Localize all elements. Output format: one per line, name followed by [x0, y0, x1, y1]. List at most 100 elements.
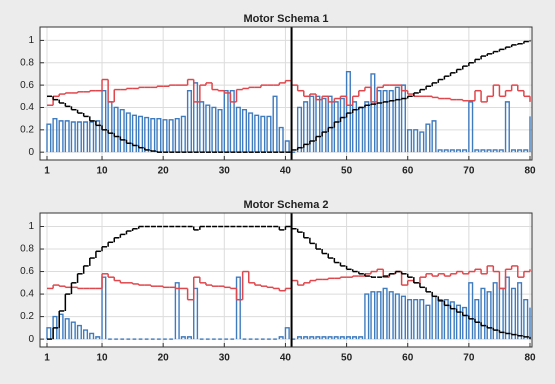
pulse: [333, 336, 339, 340]
y-tick-label: 0: [28, 334, 34, 345]
pulse: [510, 149, 517, 153]
pulse: [193, 82, 199, 153]
x-tick-label: 50: [341, 166, 353, 177]
x-tick-label: 20: [158, 166, 170, 177]
pulse: [455, 304, 462, 340]
pulse: [358, 336, 364, 340]
pulse: [180, 115, 186, 153]
y-tick-label: 0.8: [20, 57, 34, 68]
pulse: [52, 117, 58, 153]
pulse: [284, 140, 290, 153]
pulse: [89, 332, 95, 340]
pulse: [388, 291, 394, 340]
pulse: [370, 291, 376, 340]
pulse: [345, 71, 351, 153]
step-riser: [52, 40, 531, 153]
pulse: [315, 336, 321, 340]
pulse: [510, 287, 517, 340]
pulse: [180, 336, 186, 340]
x-tick-label: 10: [96, 166, 108, 177]
pulse: [211, 106, 217, 153]
pulse: [101, 90, 107, 153]
pulse: [370, 73, 376, 153]
pulse: [205, 104, 211, 153]
pulse: [58, 120, 64, 153]
pulse: [174, 117, 180, 153]
pulse: [303, 101, 309, 153]
y-tick-label: 1: [28, 35, 34, 46]
pulse: [468, 101, 474, 153]
pulse: [193, 287, 199, 340]
pulse: [504, 101, 510, 153]
pulse: [345, 336, 351, 340]
pulse: [339, 336, 345, 340]
pulse: [327, 336, 333, 340]
pulse: [113, 106, 119, 153]
y-tick-label: 0.6: [20, 266, 34, 277]
pulse: [480, 149, 486, 153]
pulse: [462, 149, 468, 153]
y-tick-label: 0.2: [20, 311, 34, 322]
pulse: [364, 101, 370, 153]
x-tick-label: 20: [158, 353, 170, 364]
pulse: [382, 90, 388, 153]
pulse: [468, 282, 474, 340]
pulse: [523, 149, 529, 153]
pulse: [119, 109, 125, 153]
pulse: [296, 336, 303, 340]
pulse: [394, 293, 400, 340]
pulse: [46, 327, 52, 340]
y-tick-label: 1: [28, 221, 34, 232]
pulse: [70, 321, 76, 340]
pulse: [449, 301, 455, 340]
x-tick-label: 10: [96, 353, 108, 364]
y-tick-label: 0.6: [20, 80, 34, 91]
x-tick-label: 60: [402, 166, 414, 177]
pulse: [162, 119, 168, 153]
pulse: [321, 97, 327, 153]
pulse: [131, 114, 137, 153]
x-tick-label: 1: [44, 166, 50, 177]
pulse: [517, 282, 523, 340]
step-riser: [52, 226, 531, 340]
pulse: [321, 336, 327, 340]
x-tick-label: 40: [280, 353, 292, 364]
pulse: [199, 101, 205, 153]
pulse: [425, 304, 431, 340]
pulse: [46, 123, 52, 153]
pulse: [498, 149, 504, 153]
pulse: [437, 299, 443, 340]
pulse: [168, 119, 174, 153]
axes-frame: [39, 26, 533, 161]
pulse: [266, 115, 272, 153]
pulse: [523, 299, 529, 340]
pulse: [351, 336, 358, 340]
pulse: [425, 123, 431, 153]
pulse: [443, 149, 449, 153]
pulse: [278, 336, 284, 340]
pulse: [431, 120, 437, 153]
pulse: [235, 276, 241, 340]
pulse: [407, 129, 413, 153]
pulse: [70, 121, 76, 153]
pulse: [480, 287, 486, 340]
y-tick-label: 0.2: [20, 124, 34, 135]
plot-area: [40, 27, 532, 160]
pulse: [455, 149, 462, 153]
y-tick-label: 0.8: [20, 244, 34, 255]
pulse: [309, 336, 315, 340]
pulse: [76, 121, 82, 153]
pulse: [419, 131, 425, 153]
pulse: [64, 120, 70, 153]
x-tick-label: 50: [341, 353, 353, 364]
pulse: [76, 324, 82, 340]
pulse: [443, 299, 449, 340]
pulse: [235, 106, 241, 153]
pulse: [376, 90, 382, 153]
pulse: [101, 276, 107, 340]
pulse: [486, 149, 492, 153]
x-tick-label: 30: [219, 353, 231, 364]
x-tick-label: 60: [402, 353, 414, 364]
chart-title: Motor Schema 1: [244, 13, 329, 25]
